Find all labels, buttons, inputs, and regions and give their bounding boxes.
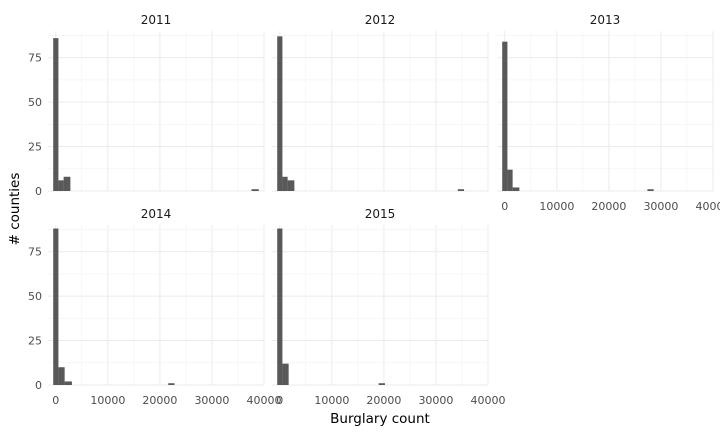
histogram-bar: [63, 176, 71, 191]
panel-title: 2013: [590, 13, 621, 27]
y-tick-label: 75: [28, 246, 42, 259]
y-tick-label: 0: [35, 185, 42, 198]
y-axis-title: # counties: [7, 173, 23, 246]
histogram-bar: [168, 383, 175, 385]
histogram-bar: [53, 228, 59, 385]
panel-2015: 2015 0 10000 20000 30000 40000: [272, 207, 506, 407]
panel-2011: 2011 0 25 50 75: [28, 13, 265, 198]
y-tick-label: 50: [28, 290, 42, 303]
y-tick-label: 50: [28, 96, 42, 109]
histogram-bar: [502, 41, 508, 191]
x-tick-label: 20000: [591, 200, 626, 213]
histogram-bar: [287, 180, 295, 191]
panel-2012: 2012: [272, 13, 489, 192]
x-tick-label: 30000: [418, 394, 453, 407]
histogram-bar: [53, 38, 59, 191]
x-tick-label: 10000: [314, 394, 349, 407]
panel-title: 2014: [141, 207, 172, 221]
x-tick-label: 40000: [247, 394, 282, 407]
panel-title: 2015: [365, 207, 396, 221]
histogram-bar: [647, 189, 654, 191]
y-tick-label: 25: [28, 141, 42, 154]
x-tick-label: 40000: [471, 394, 506, 407]
histogram-bar: [64, 381, 72, 385]
x-tick-label: 0: [52, 394, 59, 407]
panel-2014: 2014 0 25 50 75 0 10000 20000 30000 40000: [28, 207, 282, 407]
histogram-bar: [277, 36, 283, 192]
x-tick-label: 30000: [194, 394, 229, 407]
histogram-bar: [277, 228, 283, 385]
x-axis-title: Burglary count: [330, 411, 430, 427]
panel-title: 2011: [141, 13, 172, 27]
panel-2013: 2013 0 10000 20000 30000 40000: [497, 13, 720, 213]
x-tick-label: 10000: [539, 200, 574, 213]
y-tick-label: 75: [28, 52, 42, 65]
histogram-bar: [58, 367, 65, 385]
histogram-bar: [282, 176, 288, 191]
x-tick-label: 0: [276, 394, 283, 407]
y-tick-label: 25: [28, 335, 42, 348]
histogram-bar: [512, 187, 520, 191]
histogram-bar: [507, 169, 513, 191]
y-tick-label: 0: [35, 379, 42, 392]
histogram-bar: [282, 363, 289, 385]
x-tick-label: 20000: [366, 394, 401, 407]
histogram-bar: [251, 189, 259, 191]
x-tick-label: 10000: [90, 394, 125, 407]
histogram-bar: [378, 383, 385, 385]
x-tick-label: 0: [501, 200, 508, 213]
x-tick-label: 30000: [643, 200, 678, 213]
facet-panels: 2011 0 25 50 75 2012 2013 0 10000 20000 30000 40000…: [28, 13, 720, 407]
x-tick-label: 40000: [696, 200, 720, 213]
panel-title: 2012: [365, 13, 396, 27]
x-tick-label: 20000: [142, 394, 177, 407]
histogram-bar: [457, 189, 465, 191]
histogram-bar: [58, 180, 64, 191]
